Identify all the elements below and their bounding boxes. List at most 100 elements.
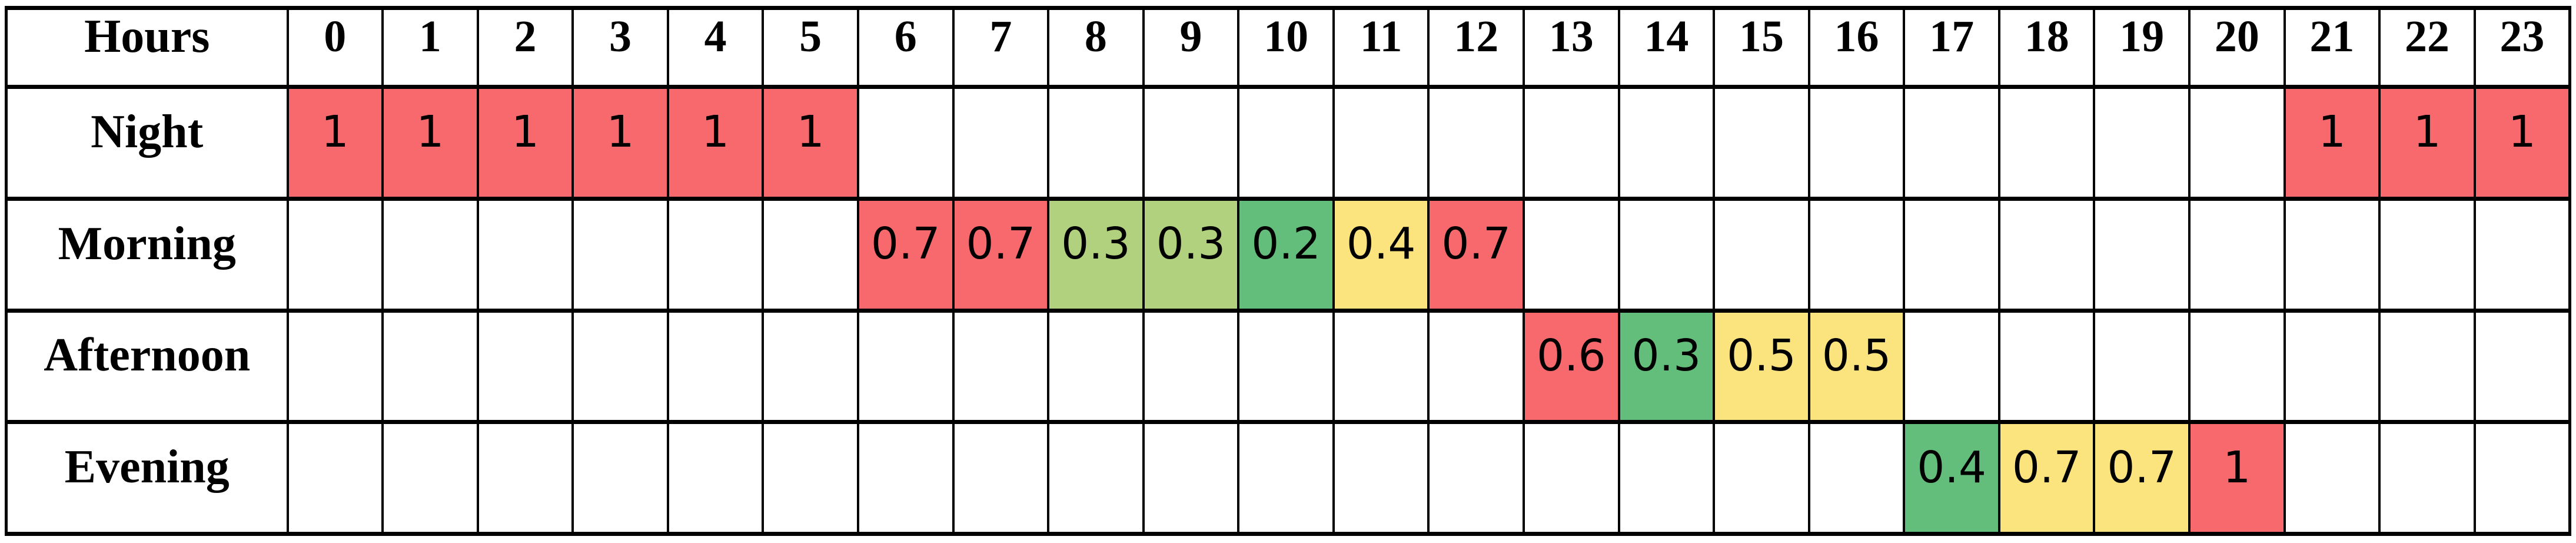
row-night: Night 1 1 1 1 1 1 1 1 1 (5, 85, 2571, 201)
value-cell-afternoon-h15: 0.5 (1713, 308, 1810, 425)
hour-header-19: 19 (2093, 6, 2191, 89)
empty-cell-afternoon-h17 (1903, 308, 2000, 425)
empty-cell-night-h19 (2093, 85, 2191, 201)
empty-cell-morning-h4 (666, 196, 765, 313)
value-cell-morning-h11: 0.4 (1332, 196, 1430, 313)
empty-cell-evening-h2 (476, 420, 574, 536)
empty-cell-afternoon-h19 (2093, 308, 2191, 425)
empty-cell-night-h9 (1142, 85, 1240, 201)
empty-cell-afternoon-h1 (381, 308, 479, 425)
empty-cell-morning-h20 (2188, 196, 2286, 313)
empty-cell-morning-h22 (2378, 196, 2476, 313)
grid-body: Night 1 1 1 1 1 1 1 1 1 Morning 0.7 0.7 0.3 0.3 0.2 0.4 0… (5, 85, 2571, 536)
value-cell-evening-h19: 0.7 (2093, 420, 2191, 536)
empty-cell-evening-h10 (1237, 420, 1335, 536)
empty-cell-afternoon-h21 (2283, 308, 2381, 425)
hour-header-8: 8 (1047, 6, 1145, 89)
value-cell-morning-h10: 0.2 (1237, 196, 1335, 313)
corner-header-hours: Hours (5, 6, 289, 89)
empty-cell-evening-h15 (1713, 420, 1810, 536)
empty-cell-afternoon-h0 (286, 308, 384, 425)
empty-cell-morning-h15 (1713, 196, 1810, 313)
empty-cell-afternoon-h7 (952, 308, 1050, 425)
value-cell-night-h3: 1 (571, 85, 669, 201)
empty-cell-night-h10 (1237, 85, 1335, 201)
empty-cell-morning-h16 (1807, 196, 1906, 313)
value-cell-evening-h20: 1 (2188, 420, 2286, 536)
empty-cell-night-h20 (2188, 85, 2286, 201)
value-cell-night-h1: 1 (381, 85, 479, 201)
hour-header-6: 6 (856, 6, 955, 89)
hour-header-18: 18 (1997, 6, 2096, 89)
hour-header-4: 4 (666, 6, 765, 89)
value-cell-night-h21: 1 (2283, 85, 2381, 201)
value-cell-night-h2: 1 (476, 85, 574, 201)
empty-cell-morning-h2 (476, 196, 574, 313)
value-cell-morning-h8: 0.3 (1047, 196, 1145, 313)
empty-cell-evening-h0 (286, 420, 384, 536)
empty-cell-afternoon-h9 (1142, 308, 1240, 425)
empty-cell-afternoon-h11 (1332, 308, 1430, 425)
hour-header-22: 22 (2378, 6, 2476, 89)
empty-cell-evening-h6 (856, 420, 955, 536)
empty-cell-night-h13 (1523, 85, 1620, 201)
hour-header-1: 1 (381, 6, 479, 89)
hours-heatmap-table: Hours 0 1 2 3 4 5 6 7 8 9 10 11 12 13 14 15 16 17 18 19 20 21… (5, 6, 2571, 536)
empty-cell-morning-h1 (381, 196, 479, 313)
empty-cell-afternoon-h4 (666, 308, 765, 425)
value-cell-night-h0: 1 (286, 85, 384, 201)
row-afternoon: Afternoon 0.6 0.3 0.5 0.5 (5, 308, 2571, 425)
empty-cell-afternoon-h8 (1047, 308, 1145, 425)
hour-header-14: 14 (1617, 6, 1716, 89)
empty-cell-night-h17 (1903, 85, 2000, 201)
value-cell-morning-h7: 0.7 (952, 196, 1050, 313)
empty-cell-morning-h19 (2093, 196, 2191, 313)
value-cell-afternoon-h14: 0.3 (1617, 308, 1716, 425)
empty-cell-evening-h14 (1617, 420, 1716, 536)
hour-header-17: 17 (1903, 6, 2000, 89)
hour-header-5: 5 (762, 6, 859, 89)
value-cell-night-h23: 1 (2473, 85, 2571, 201)
empty-cell-night-h14 (1617, 85, 1716, 201)
empty-cell-morning-h23 (2473, 196, 2571, 313)
row-label-afternoon: Afternoon (5, 308, 289, 425)
value-cell-morning-h12: 0.7 (1427, 196, 1525, 313)
empty-cell-evening-h5 (762, 420, 859, 536)
empty-cell-evening-h1 (381, 420, 479, 536)
empty-cell-afternoon-h20 (2188, 308, 2286, 425)
empty-cell-evening-h7 (952, 420, 1050, 536)
empty-cell-afternoon-h6 (856, 308, 955, 425)
empty-cell-evening-h13 (1523, 420, 1620, 536)
hour-header-10: 10 (1237, 6, 1335, 89)
hour-header-16: 16 (1807, 6, 1906, 89)
empty-cell-night-h11 (1332, 85, 1430, 201)
value-cell-afternoon-h13: 0.6 (1523, 308, 1620, 425)
empty-cell-night-h15 (1713, 85, 1810, 201)
value-cell-morning-h9: 0.3 (1142, 196, 1240, 313)
empty-cell-evening-h22 (2378, 420, 2476, 536)
hour-header-23: 23 (2473, 6, 2571, 89)
empty-cell-night-h8 (1047, 85, 1145, 201)
empty-cell-evening-h21 (2283, 420, 2381, 536)
empty-cell-morning-h13 (1523, 196, 1620, 313)
value-cell-evening-h18: 0.7 (1997, 420, 2096, 536)
hour-header-2: 2 (476, 6, 574, 89)
hour-header-13: 13 (1523, 6, 1620, 89)
row-label-evening: Evening (5, 420, 289, 536)
empty-cell-morning-h14 (1617, 196, 1716, 313)
hour-header-7: 7 (952, 6, 1050, 89)
empty-cell-morning-h18 (1997, 196, 2096, 313)
empty-cell-night-h7 (952, 85, 1050, 201)
hour-header-9: 9 (1142, 6, 1240, 89)
hour-header-11: 11 (1332, 6, 1430, 89)
value-cell-night-h4: 1 (666, 85, 765, 201)
row-label-night: Night (5, 85, 289, 201)
empty-cell-afternoon-h5 (762, 308, 859, 425)
empty-cell-evening-h12 (1427, 420, 1525, 536)
value-cell-afternoon-h16: 0.5 (1807, 308, 1906, 425)
empty-cell-afternoon-h2 (476, 308, 574, 425)
value-cell-night-h22: 1 (2378, 85, 2476, 201)
value-cell-morning-h6: 0.7 (856, 196, 955, 313)
empty-cell-afternoon-h23 (2473, 308, 2571, 425)
empty-cell-evening-h4 (666, 420, 765, 536)
